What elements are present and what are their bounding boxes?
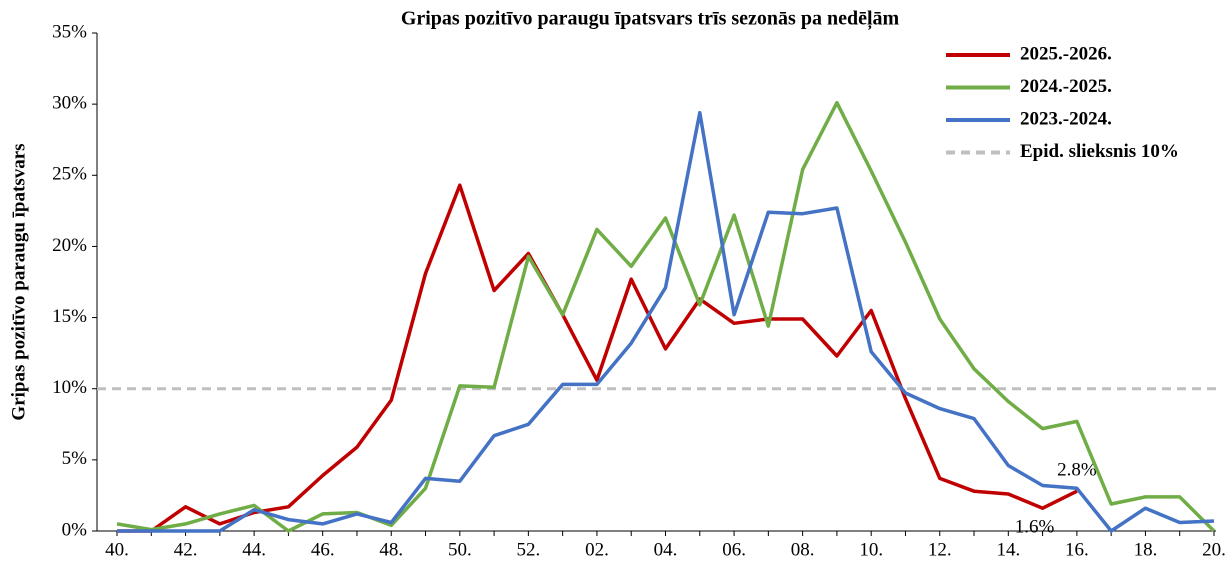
x-tick-label: 46. [311, 539, 335, 560]
series-line [116, 100, 1216, 533]
y-tick-label: 15% [52, 306, 87, 327]
y-tick-label: 25% [52, 164, 87, 185]
x-tick-label: 44. [242, 539, 266, 560]
x-tick-label: 40. [105, 539, 129, 560]
y-tick-label: 5% [62, 448, 88, 469]
x-tick-label: 06. [722, 539, 746, 560]
series-line [117, 183, 1078, 533]
x-tick-label: 42. [174, 539, 198, 560]
x-tick-label: 12. [928, 539, 952, 560]
chart-title: Gripas pozitīvo paraugu īpatsvars trīs s… [401, 8, 900, 31]
series-line [117, 110, 1215, 533]
legend-label: 2023.-2024. [1020, 108, 1112, 129]
x-tick-label: 10. [859, 539, 883, 560]
x-tick-label: 18. [1134, 539, 1158, 560]
y-tick-label: 20% [52, 235, 87, 256]
y-axis-label: Gripas pozitīvo paraugu īpatsvars [8, 143, 29, 420]
x-tick-label: 04. [654, 539, 678, 560]
y-tick-label: 0% [62, 519, 88, 540]
x-tick-label: 08. [791, 539, 815, 560]
legend-label: 2024.-2025. [1020, 76, 1112, 97]
legend-label: 2025.-2026. [1020, 43, 1112, 64]
data-label: 1.6% [1015, 517, 1055, 538]
y-tick-label: 30% [52, 93, 87, 114]
y-tick-label: 35% [52, 21, 87, 42]
x-tick-label: 52. [517, 539, 541, 560]
x-tick-label: 02. [585, 539, 609, 560]
data-label: 2.8% [1057, 460, 1097, 481]
x-tick-label: 50. [448, 539, 472, 560]
x-tick-label: 48. [379, 539, 403, 560]
x-tick-label: 16. [1065, 539, 1089, 560]
x-tick-label: 20. [1202, 539, 1226, 560]
legend-label: Epid. slieksnis 10% [1020, 141, 1179, 162]
y-tick-label: 10% [52, 377, 87, 398]
x-tick-label: 14. [996, 539, 1020, 560]
